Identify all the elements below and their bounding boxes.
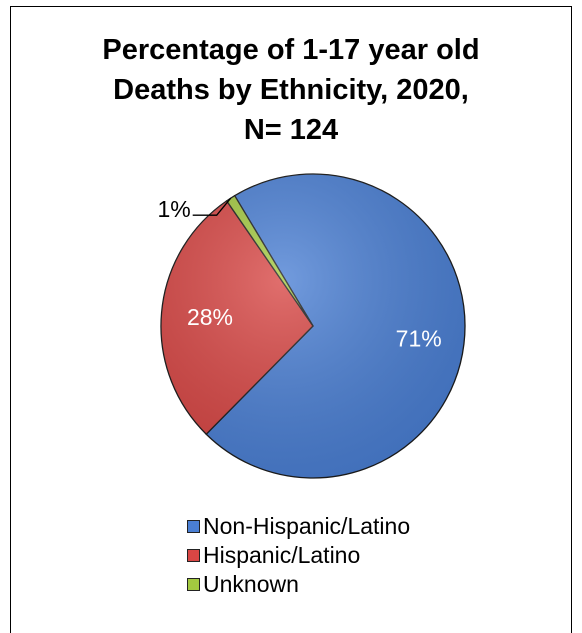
legend-swatch-hispanic: [187, 549, 200, 562]
legend-item-unknown: Unknown: [187, 570, 410, 599]
legend-swatch-unknown: [187, 578, 200, 591]
legend-item-hispanic: Hispanic/Latino: [187, 541, 410, 570]
legend-item-non-hispanic: Non-Hispanic/Latino: [187, 512, 410, 541]
legend: Non-Hispanic/Latino Hispanic/Latino Unkn…: [187, 512, 410, 599]
chart-title: Percentage of 1-17 year old Deaths by Et…: [10, 30, 572, 150]
data-label-hispanic: 28%: [187, 304, 233, 330]
chart-title-line-1: Percentage of 1-17 year old: [102, 34, 480, 66]
legend-label-unknown: Unknown: [203, 571, 299, 597]
data-label-unknown: 1%: [157, 196, 190, 222]
legend-label-hispanic: Hispanic/Latino: [203, 542, 361, 568]
data-label-non-hispanic: 71%: [396, 326, 442, 352]
legend-swatch-non-hispanic: [187, 520, 200, 533]
leader-line: [192, 197, 232, 216]
chart-title-line-3: N= 124: [243, 114, 339, 146]
chart-title-line-2: Deaths by Ethnicity, 2020,: [113, 74, 469, 106]
legend-label-non-hispanic: Non-Hispanic/Latino: [203, 513, 411, 539]
